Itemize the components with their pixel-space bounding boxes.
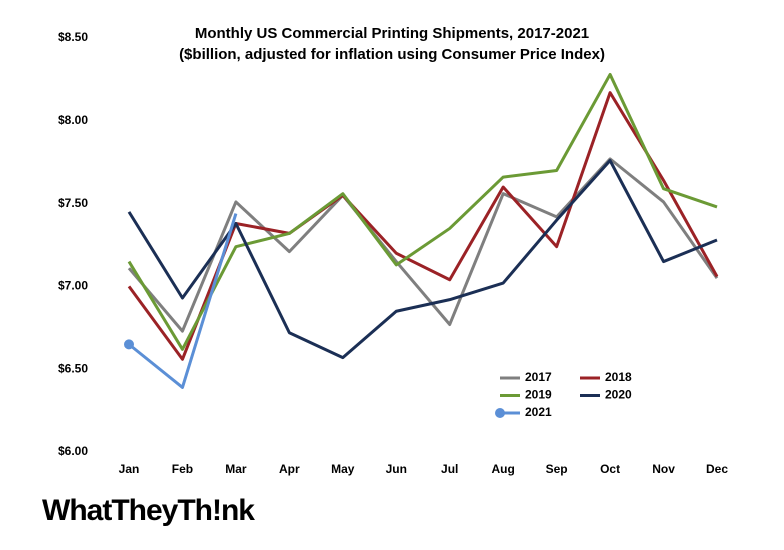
y-tick-label: $7.50 — [58, 196, 88, 210]
legend-label: 2020 — [605, 388, 632, 402]
y-tick-label: $7.00 — [58, 279, 88, 293]
legend-label: 2021 — [525, 405, 552, 419]
x-tick-label: May — [331, 462, 355, 476]
y-tick-label: $6.00 — [58, 444, 88, 458]
x-tick-label: Sep — [546, 462, 568, 476]
series-line — [127, 91, 719, 361]
legend-marker — [495, 408, 505, 418]
chart-subtitle: ($billion, adjusted for inflation using … — [179, 46, 605, 63]
series-line — [127, 157, 719, 333]
series-line — [127, 72, 718, 351]
x-tick-label: Jan — [119, 462, 140, 476]
series-line — [128, 213, 238, 389]
legend-label: 2019 — [525, 388, 552, 402]
logo: WhatTheyTh!nk — [42, 494, 255, 527]
x-tick-label: Nov — [652, 462, 675, 476]
series-line — [127, 159, 718, 360]
y-tick-label: $8.00 — [58, 113, 88, 127]
y-tick-label: $8.50 — [58, 30, 88, 44]
chart-title: Monthly US Commercial Printing Shipments… — [195, 25, 589, 42]
legend-label: 2017 — [525, 370, 552, 384]
x-tick-label: Feb — [172, 462, 193, 476]
series-marker — [124, 339, 134, 350]
x-tick-label: Oct — [600, 462, 620, 476]
x-tick-label: Mar — [225, 462, 247, 476]
x-tick-label: Jul — [441, 462, 458, 476]
x-tick-label: Jun — [386, 462, 407, 476]
x-tick-label: Aug — [492, 462, 515, 476]
x-tick-label: Dec — [706, 462, 728, 476]
x-tick-label: Apr — [279, 462, 300, 476]
legend-label: 2018 — [605, 370, 632, 384]
y-tick-label: $6.50 — [58, 361, 88, 375]
